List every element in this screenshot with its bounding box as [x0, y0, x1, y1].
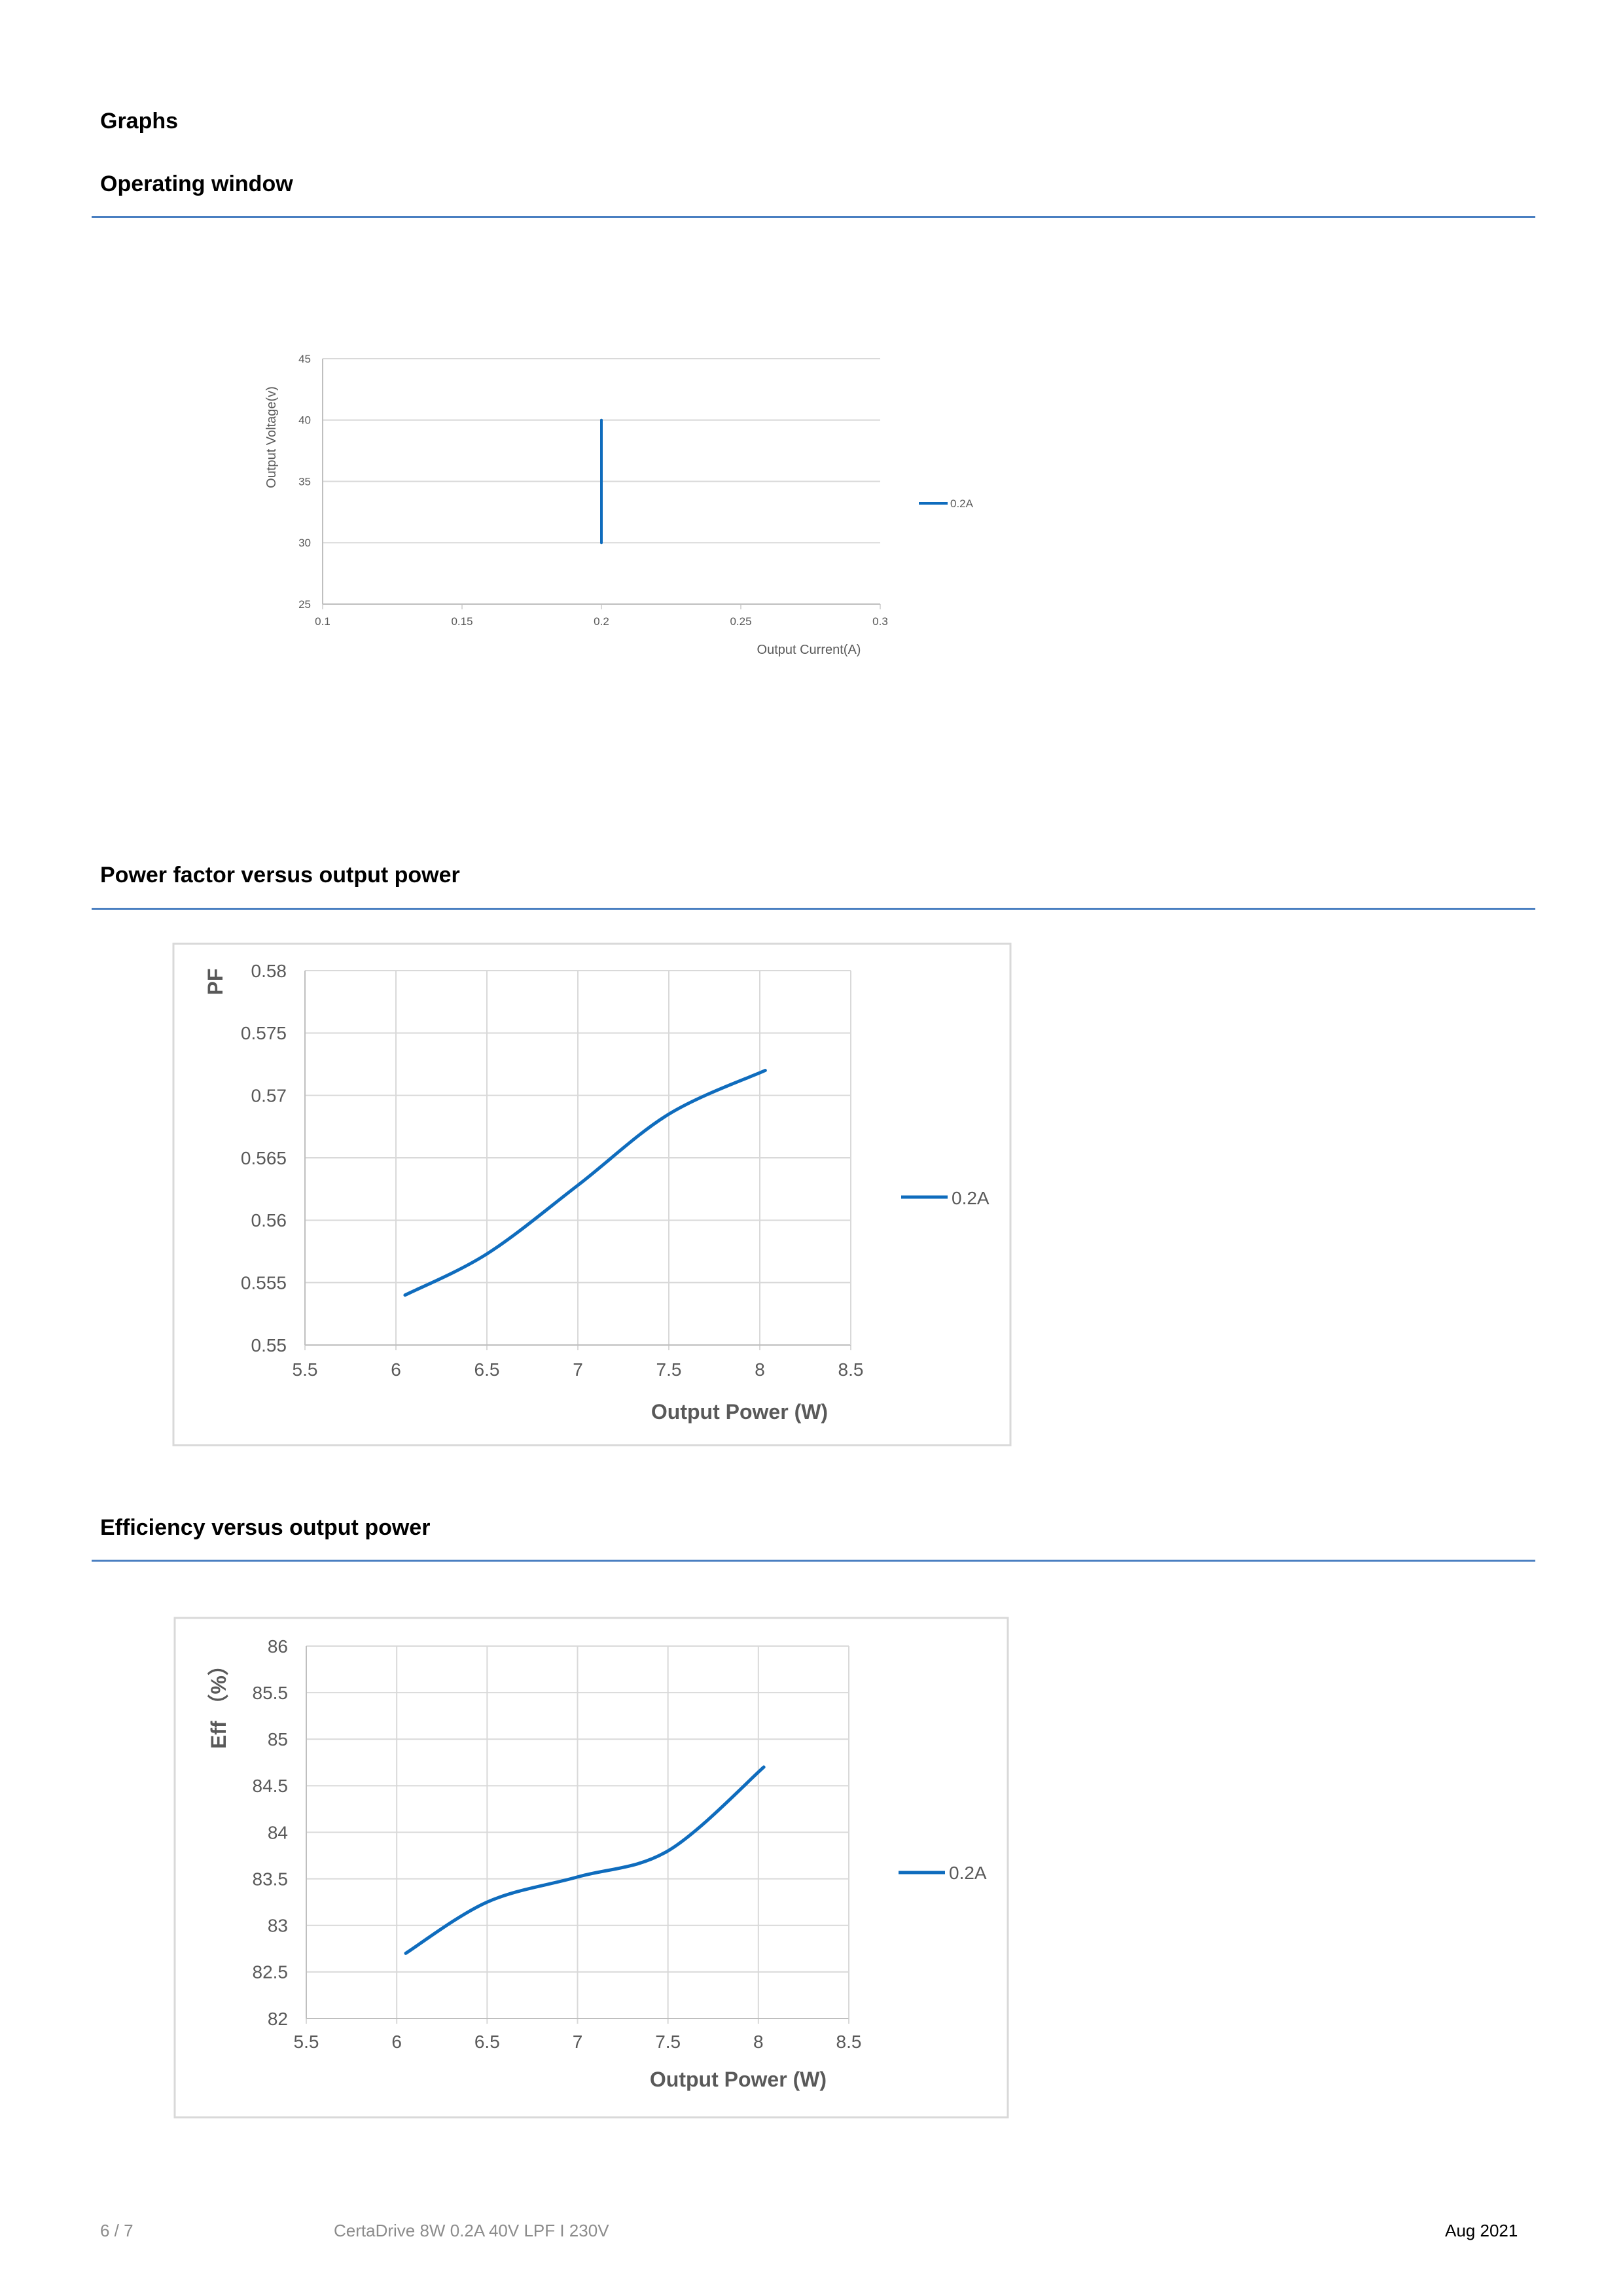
x-tick-label: 0.2	[594, 615, 609, 628]
y-tick-label: 0.56	[251, 1210, 287, 1230]
y-tick-label: 25	[298, 598, 311, 611]
y-tick-label: 0.565	[241, 1148, 287, 1168]
series-line	[403, 1069, 767, 1297]
y-tick-label: 83	[268, 1916, 288, 1936]
y-tick-label: 86	[268, 1636, 288, 1657]
x-tick-label: 7	[573, 2032, 583, 2052]
x-tick-label: 6	[391, 2032, 402, 2052]
x-tick-label: 0.1	[315, 615, 330, 628]
x-tick-label: 8	[753, 2032, 764, 2052]
x-axis-label: Output Current(A)	[757, 643, 861, 657]
section-divider	[92, 1560, 1535, 1562]
y-tick-label: 85	[268, 1729, 288, 1749]
power-factor-chart: 0.55 0.555 0.56 0.565 0.57 0.575 0.58 5.5 6 6.5 7 7…	[204, 961, 990, 1424]
operating-window-chart: 25 30 35 40 45 0.1 0.15 0.2 0.25 0.3 Output Curren…	[264, 353, 974, 657]
x-axis-label: Output Power (W)	[651, 1400, 828, 1424]
page-number: 6 / 7	[100, 2221, 134, 2240]
y-tick-label: 82.5	[253, 1962, 289, 1982]
y-tick-label: 0.555	[241, 1272, 287, 1293]
y-tick-label: 30	[298, 537, 311, 549]
efficiency-heading: Efficiency versus output power	[100, 1515, 431, 1540]
power-factor-heading: Power factor versus output power	[100, 863, 460, 888]
x-tick-label: 6	[391, 1359, 401, 1380]
y-tick-label: 85.5	[253, 1683, 289, 1703]
document-date: Aug 2021	[1445, 2221, 1518, 2240]
x-tick-label: 6.5	[474, 1359, 500, 1380]
y-tick-label: 0.55	[251, 1335, 287, 1355]
section-title: Graphs	[100, 109, 179, 134]
y-axis-label: PF	[204, 969, 227, 996]
y-tick-label: 40	[298, 414, 311, 427]
x-tick-label: 5.5	[293, 1359, 318, 1380]
x-tick-label: 8.5	[838, 1359, 864, 1380]
power-factor-chart-frame	[172, 942, 1012, 1446]
x-tick-label: 7.5	[656, 1359, 682, 1380]
x-tick-label: 5.5	[294, 2032, 319, 2052]
efficiency-chart-frame	[173, 1617, 1009, 2119]
y-tick-label: 0.58	[251, 961, 287, 981]
y-tick-label: 0.575	[241, 1023, 287, 1043]
x-tick-label: 0.3	[872, 615, 888, 628]
x-tick-label: 0.15	[451, 615, 473, 628]
y-axis-label: Output Voltage(v)	[264, 386, 279, 488]
legend-label: 0.2A	[949, 1863, 987, 1883]
section-divider	[92, 216, 1535, 218]
y-tick-label: 0.57	[251, 1085, 287, 1105]
section-divider	[92, 908, 1535, 910]
x-tick-label: 7	[573, 1359, 583, 1380]
y-tick-label: 83.5	[253, 1869, 289, 1889]
legend-label: 0.2A	[952, 1188, 990, 1208]
y-tick-label: 82	[268, 2009, 288, 2029]
legend-label: 0.2A	[950, 497, 974, 510]
y-axis-label: Eff （%）	[207, 1655, 230, 1749]
product-name: CertaDrive 8W 0.2A 40V LPF I 230V	[334, 2221, 609, 2240]
y-tick-label: 35	[298, 475, 311, 488]
operating-window-heading: Operating window	[100, 171, 293, 196]
series-line	[404, 1765, 766, 1955]
y-tick-label: 84	[268, 1822, 288, 1842]
x-tick-label: 8	[755, 1359, 765, 1380]
y-tick-label: 84.5	[253, 1776, 289, 1796]
efficiency-chart: 82 82.5 83 83.5 84 84.5 85 85.5 86 5.5 6 6.5 7 7.5 8 8.…	[207, 1636, 987, 2091]
x-tick-label: 6.5	[474, 2032, 500, 2052]
x-tick-label: 7.5	[655, 2032, 681, 2052]
x-axis-label: Output Power (W)	[650, 2068, 827, 2091]
x-tick-label: 0.25	[730, 615, 751, 628]
x-tick-label: 8.5	[836, 2032, 862, 2052]
y-tick-label: 45	[298, 353, 311, 365]
